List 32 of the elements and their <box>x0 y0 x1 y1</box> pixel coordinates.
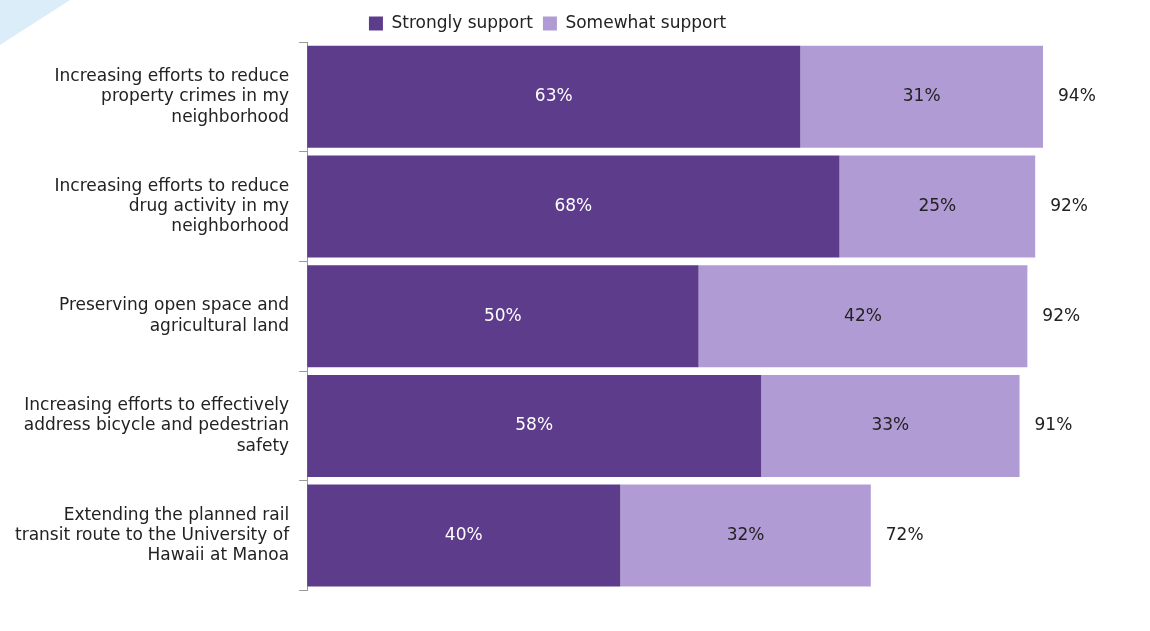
data-label: 31% <box>902 85 941 106</box>
y-tick-label: Increasing efforts to reduce drug activity in my neighborhood <box>54 174 290 236</box>
bar <box>307 265 699 368</box>
data-label: 40% <box>444 523 483 544</box>
bar <box>620 484 871 587</box>
total-label: 91% <box>1034 414 1073 435</box>
data-label: 33% <box>871 414 910 435</box>
bar <box>761 374 1020 477</box>
bar <box>307 155 840 258</box>
data-label: 50% <box>483 304 522 325</box>
y-tick-label: Preserving open space and agricultural land <box>58 294 290 335</box>
total-label: 94% <box>1058 85 1096 106</box>
bar <box>307 484 621 587</box>
y-tick-label: Increasing efforts to effectively address bicycle and pedestrian safety <box>23 393 290 455</box>
y-tick-label: Extending the planned rail transit route to the University of Hawaii at Manoa <box>14 503 291 565</box>
legend-label: Somewhat support <box>565 11 727 32</box>
data-label: 32% <box>726 523 765 544</box>
data-label: 25% <box>918 194 957 215</box>
bar <box>698 265 1028 368</box>
bar <box>800 45 1044 148</box>
bar <box>839 155 1036 258</box>
data-label: 68% <box>554 194 593 215</box>
bar <box>307 374 762 477</box>
legend-label: Strongly support <box>391 11 534 32</box>
bar <box>307 45 801 148</box>
data-label: 63% <box>534 85 573 106</box>
data-label: 58% <box>515 414 554 435</box>
data-label: 42% <box>844 304 882 325</box>
total-label: 92% <box>1050 194 1088 215</box>
total-label: 92% <box>1042 304 1081 325</box>
y-tick-label: Increasing efforts to reduce property crimes in my neighborhood <box>54 64 290 126</box>
total-label: 72% <box>885 523 924 544</box>
